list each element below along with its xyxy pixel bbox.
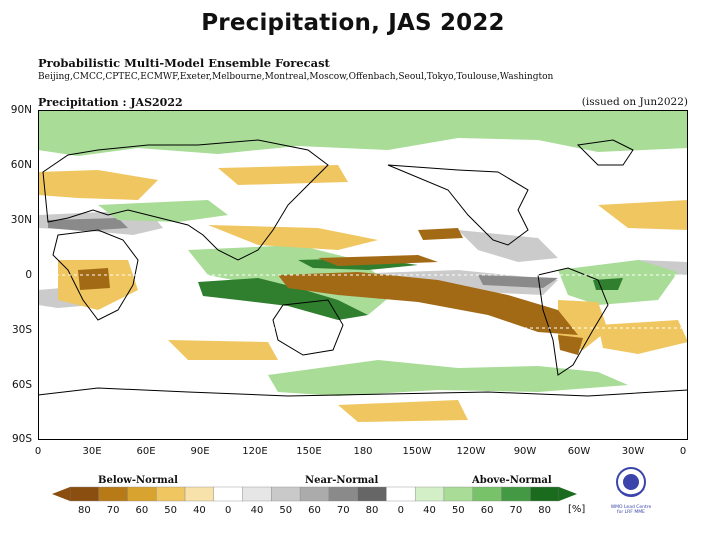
lat-label: 30N: [10, 214, 32, 226]
colorbar-swatch: [299, 486, 330, 502]
lat-label: 90S: [11, 433, 32, 445]
lon-label: 120E: [242, 446, 268, 457]
lon-label: 60E: [136, 446, 156, 457]
colorbar-tick-label: 50: [451, 505, 465, 516]
colorbar-tick-label: 60: [135, 505, 149, 516]
colorbar-tick-label: 40: [250, 505, 264, 516]
colorbar-swatch: [386, 486, 416, 502]
legend-near-normal: Near-Normal: [305, 475, 379, 486]
colorbar-tick-label: 60: [308, 505, 321, 516]
colorbar-tick-label: 80: [78, 505, 91, 516]
lon-label: 120W: [456, 446, 486, 457]
colorbar-swatch: [271, 486, 301, 502]
colorbar-tick-label: 60: [480, 505, 494, 516]
colorbar-swatch: [443, 486, 473, 502]
colorbar-tick-label: 0: [397, 505, 404, 516]
lat-label: 60S: [11, 379, 32, 391]
issued-date: (issued on Jun2022): [581, 96, 688, 108]
precipitation-map: [38, 110, 688, 440]
lon-label: 0: [34, 446, 42, 457]
colorbar-tick-label: 50: [279, 505, 293, 516]
lat-label: 90N: [10, 104, 32, 116]
colorbar-tick-label: 0: [225, 505, 232, 516]
lat-label: 30S: [11, 324, 32, 336]
colorbar-right-arrow: [559, 487, 577, 501]
lon-label: 0: [679, 446, 687, 457]
colorbar-tick-label: 70: [336, 505, 350, 516]
colorbar-tick-label: 70: [106, 505, 120, 516]
colorbar-swatch: [127, 486, 157, 502]
lon-label: 30W: [621, 446, 645, 457]
colorbar-swatch: [156, 486, 186, 502]
forecast-title: Probabilistic Multi-Model Ensemble Forec…: [38, 56, 330, 70]
lat-label: 60N: [10, 159, 32, 171]
lon-label: 90W: [513, 446, 537, 457]
colorbar-swatch: [69, 486, 99, 502]
colorbar-swatch: [357, 486, 387, 502]
panel-label: Precipitation : JAS2022: [38, 96, 183, 109]
wmo-logo: [616, 467, 646, 497]
colorbar-swatch: [184, 486, 215, 502]
colorbar-tick-label: 80: [538, 505, 551, 516]
lon-label: 30E: [82, 446, 102, 457]
colorbar: [52, 486, 577, 502]
colorbar-swatch: [328, 486, 358, 502]
colorbar-swatch: [530, 486, 560, 502]
lon-label: 180: [353, 446, 373, 457]
colorbar-swatch: [242, 486, 272, 502]
colorbar-tick-label: 40: [193, 505, 206, 516]
colorbar-unit: [%]: [568, 504, 586, 515]
lon-label: 60W: [567, 446, 591, 457]
colorbar-tick-label: 40: [423, 505, 436, 516]
colorbar-left-arrow: [52, 487, 70, 501]
legend-above-normal: Above-Normal: [472, 475, 552, 486]
colorbar-tick-label: 80: [365, 505, 379, 516]
colorbar-swatch: [501, 486, 531, 502]
coastlines: [38, 139, 688, 397]
colorbar-tick-label: 70: [509, 505, 523, 516]
wmo-logo-text: WMO Lead Centre for LRF MME: [610, 505, 652, 515]
colorbar-tick-label: 50: [164, 505, 178, 516]
lon-label: 90E: [190, 446, 210, 457]
lat-label: 0: [25, 269, 32, 281]
below-normal-regions: [38, 165, 688, 422]
colorbar-swatch: [98, 486, 128, 502]
lon-label: 150E: [296, 446, 322, 457]
colorbar-swatch: [213, 486, 243, 502]
forecast-centres: Beijing,CMCC,CPTEC,ECMWF,Exeter,Melbourn…: [38, 72, 554, 82]
reference-lines: [38, 274, 688, 329]
colorbar-swatch: [472, 486, 502, 502]
colorbar-swatch: [414, 486, 445, 502]
lon-label: 150W: [402, 446, 432, 457]
below-normal-strong: [78, 228, 583, 355]
slide-title: Precipitation, JAS 2022: [201, 10, 505, 36]
legend-below-normal: Below-Normal: [98, 475, 178, 486]
